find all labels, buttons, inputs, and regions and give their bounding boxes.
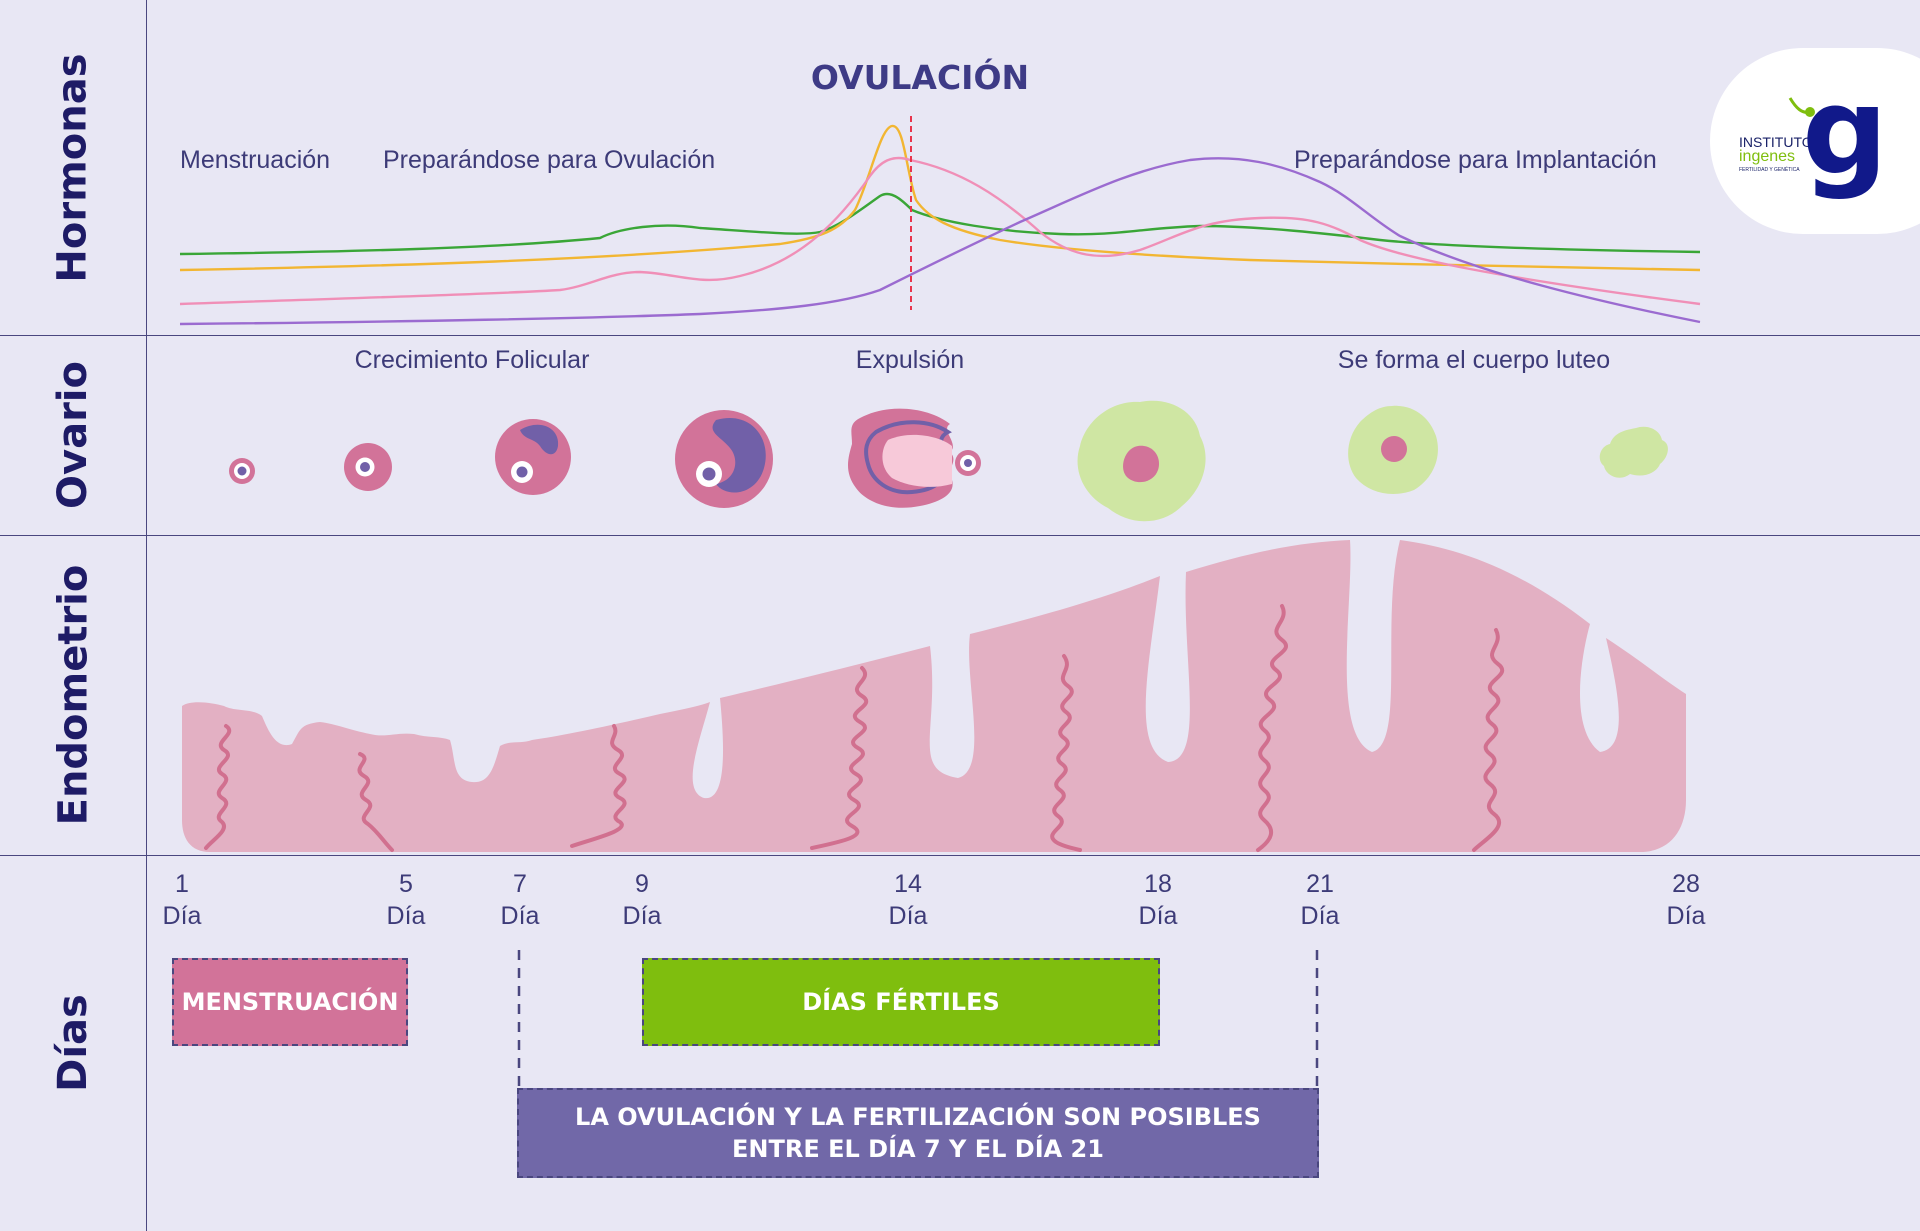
vessel-7 — [1472, 628, 1505, 852]
row-divider-hormones — [0, 335, 1920, 336]
row-divider-endometrium — [0, 855, 1920, 856]
day-14: 14 Día — [888, 870, 928, 930]
hormone-line-yellow — [179, 124, 1701, 272]
logo-line2: ingenes — [1739, 148, 1796, 165]
hormone-line-pink — [179, 156, 1701, 306]
corpus-luteum-label: Se forma el cuerpo luteo — [1337, 346, 1611, 374]
expulsion-label: Expulsión — [855, 346, 965, 374]
vessel-1 — [204, 724, 232, 850]
phase-menstruation-label: Menstruación — [180, 146, 331, 174]
corpus-luteum-2 — [1348, 405, 1438, 494]
vessel-5 — [1050, 654, 1082, 852]
logo-line1: INSTITUTO — [1739, 134, 1813, 150]
fertile-days-box: DÍAS FÉRTILES — [642, 958, 1160, 1046]
follicle-stage-2 — [344, 443, 392, 491]
hormone-line-green — [179, 192, 1701, 256]
follicle-expulsion — [848, 408, 981, 508]
corpus-luteum-3 — [1599, 426, 1668, 478]
logo-line3: FERTILIDAD Y GENÉTICA — [1739, 167, 1800, 173]
vessel-3 — [570, 724, 627, 848]
row-divider-vertical — [146, 0, 147, 1231]
phase-preparing-implantation-label: Preparándose para Implantación — [1294, 146, 1657, 174]
hormone-line-purple — [179, 157, 1701, 326]
follicle-stage-4 — [675, 410, 773, 508]
day-1: 1 Día — [162, 870, 202, 930]
endometrium-tissue — [182, 540, 1686, 852]
ovulation-window-box: LA OVULACIÓN Y LA FERTILIZACIÓN SON POSI… — [517, 1088, 1319, 1178]
ovary-illustrations — [229, 400, 1668, 522]
day-9: 9 Día — [622, 870, 662, 930]
vessel-2 — [357, 752, 394, 852]
day-7: 7 Día — [500, 870, 540, 930]
follicular-growth-label: Crecimiento Folicular — [354, 346, 590, 374]
ovulation-title: OVULACIÓN — [810, 58, 1030, 97]
logo-g: g — [1802, 63, 1888, 202]
day-28: 28 Día — [1666, 870, 1706, 930]
logo: INSTITUTO ingenes FERTILIDAD Y GENÉTICA … — [1710, 48, 1920, 234]
menstruation-box: MENSTRUACIÓN — [172, 958, 408, 1046]
ovulation-window-line2: ENTRE EL DÍA 7 Y EL DÍA 21 — [732, 1135, 1104, 1163]
follicle-stage-3 — [495, 419, 571, 495]
logo-mark-icon — [1788, 97, 1815, 117]
corpus-luteum-1 — [1077, 400, 1206, 522]
endometrium-illustration — [182, 540, 1686, 852]
phase-preparing-ovulation-label: Preparándose para Ovulación — [383, 146, 716, 174]
vessel-6 — [1256, 604, 1288, 852]
vessel-4 — [810, 666, 869, 850]
follicle-stage-1 — [229, 458, 255, 484]
day-21: 21 Día — [1300, 870, 1340, 930]
ovulation-window-line1: LA OVULACIÓN Y LA FERTILIZACIÓN SON POSI… — [575, 1103, 1261, 1131]
day-18: 18 Día — [1138, 870, 1178, 930]
row-divider-ovary — [0, 535, 1920, 536]
day-5: 5 Día — [386, 870, 426, 930]
